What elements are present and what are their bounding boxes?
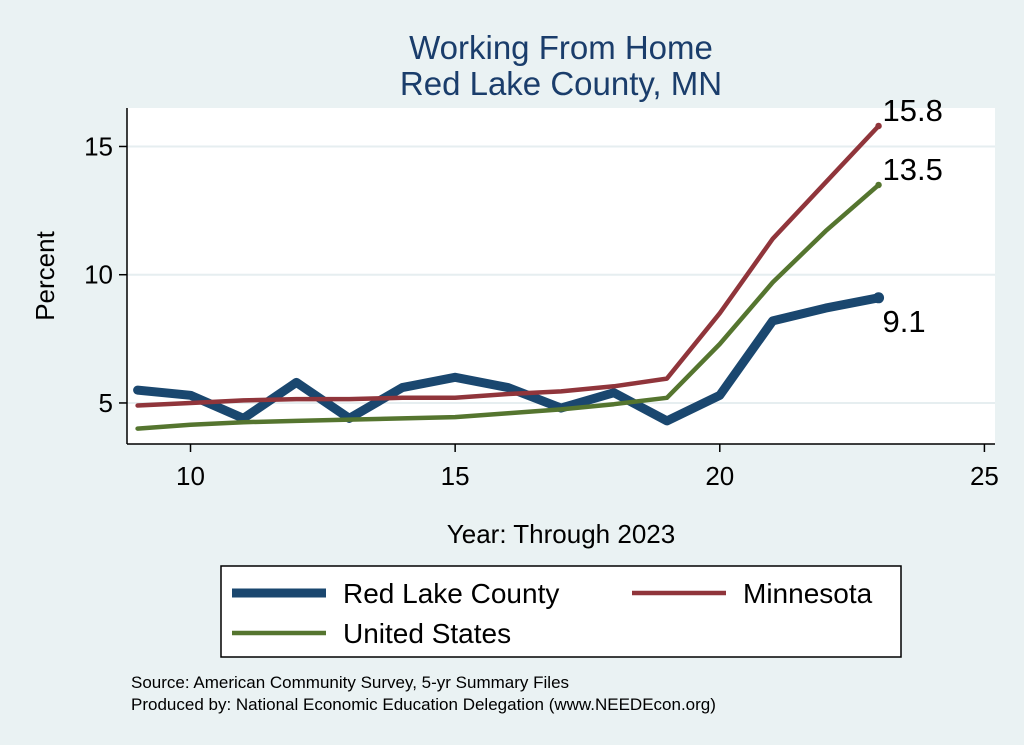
legend-box bbox=[220, 565, 902, 658]
end-label-red-lake-county: 9.1 bbox=[883, 304, 926, 339]
legend-label-red-lake-county: Red Lake County bbox=[343, 578, 559, 609]
x-tick-label-20: 20 bbox=[705, 461, 734, 491]
chart-title: Working From Home bbox=[409, 29, 713, 66]
legend: Red Lake County Minnesota United States bbox=[220, 565, 902, 658]
source-note: Source: American Community Survey, 5-yr … bbox=[131, 673, 569, 692]
end-label-united-states: 13.5 bbox=[883, 152, 943, 187]
x-tick-label-25: 25 bbox=[970, 461, 999, 491]
x-tick-label-10: 10 bbox=[176, 461, 205, 491]
legend-label-united-states: United States bbox=[343, 618, 511, 649]
producer-note: Produced by: National Economic Education… bbox=[131, 695, 716, 714]
end-label-minnesota: 15.8 bbox=[883, 93, 943, 128]
series-end-point-red-lake-county bbox=[873, 292, 885, 304]
x-tick-label-15: 15 bbox=[441, 461, 470, 491]
y-tick-label-10: 10 bbox=[84, 260, 113, 290]
y-axis-label: Percent bbox=[30, 230, 60, 320]
chart-subtitle: Red Lake County, MN bbox=[400, 65, 722, 102]
series-line-united-states bbox=[135, 182, 881, 431]
series-line-red-lake-county bbox=[133, 293, 884, 426]
legend-label-minnesota: Minnesota bbox=[743, 578, 873, 609]
x-axis-label: Year: Through 2023 bbox=[447, 519, 675, 549]
series-end-point-minnesota bbox=[875, 122, 882, 130]
series-end-point-united-states bbox=[875, 181, 882, 189]
end-labels: 9.1 15.8 13.5 bbox=[883, 93, 943, 339]
series-line-minnesota bbox=[135, 123, 881, 408]
axes: 5 10 15 10 15 20 25 bbox=[84, 108, 999, 491]
y-tick-label-5: 5 bbox=[99, 388, 113, 418]
plot-area bbox=[127, 108, 995, 444]
y-tick-label-15: 15 bbox=[84, 131, 113, 161]
series-lines bbox=[133, 122, 885, 431]
